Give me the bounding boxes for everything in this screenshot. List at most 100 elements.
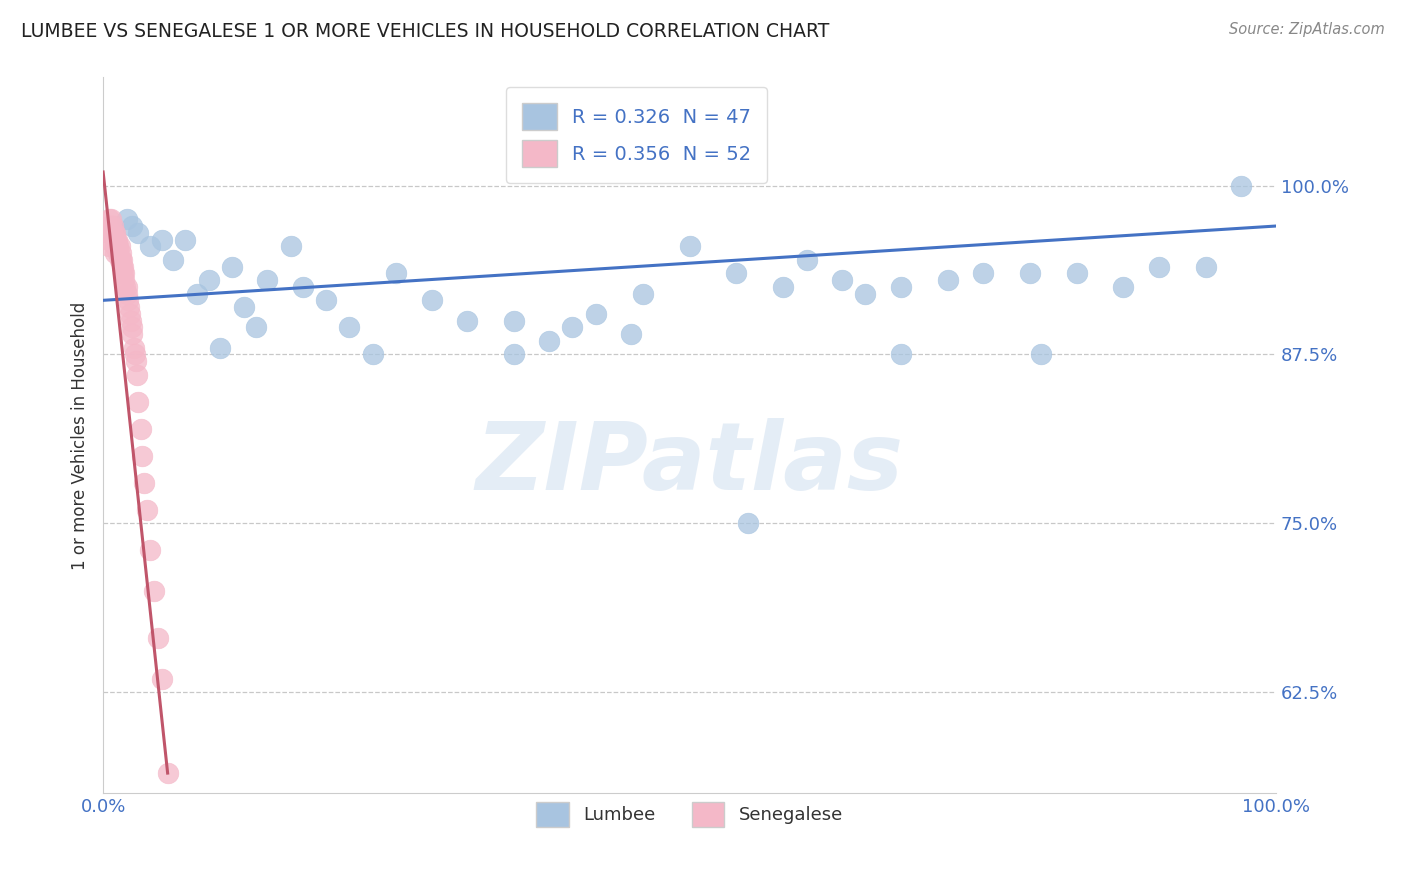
Point	[174, 233, 197, 247]
Point	[256, 273, 278, 287]
Point	[232, 300, 254, 314]
Point	[150, 672, 173, 686]
Point	[111, 252, 134, 267]
Point	[100, 212, 122, 227]
Point	[186, 286, 208, 301]
Point	[131, 449, 153, 463]
Point	[105, 239, 128, 253]
Point	[1018, 266, 1040, 280]
Point	[855, 286, 877, 301]
Point	[104, 226, 127, 240]
Point	[120, 307, 142, 321]
Point	[936, 273, 959, 287]
Point	[420, 293, 443, 308]
Point	[98, 239, 121, 253]
Point	[101, 219, 124, 233]
Point	[972, 266, 994, 280]
Point	[1031, 347, 1053, 361]
Point	[678, 239, 700, 253]
Point	[245, 320, 267, 334]
Point	[1194, 260, 1216, 274]
Point	[890, 280, 912, 294]
Point	[361, 347, 384, 361]
Point	[127, 226, 149, 240]
Point	[115, 286, 138, 301]
Point	[1066, 266, 1088, 280]
Point	[117, 293, 139, 308]
Point	[385, 266, 408, 280]
Point	[110, 246, 132, 260]
Point	[112, 266, 135, 280]
Point	[98, 212, 121, 227]
Point	[100, 219, 122, 233]
Point	[111, 260, 134, 274]
Y-axis label: 1 or more Vehicles in Household: 1 or more Vehicles in Household	[72, 301, 89, 569]
Point	[197, 273, 219, 287]
Point	[221, 260, 243, 274]
Point	[339, 320, 361, 334]
Point	[107, 239, 129, 253]
Point	[115, 212, 138, 227]
Point	[156, 766, 179, 780]
Point	[134, 475, 156, 490]
Point	[1147, 260, 1170, 274]
Point	[537, 334, 560, 348]
Point	[105, 239, 128, 253]
Point	[110, 252, 132, 267]
Point	[209, 341, 232, 355]
Point	[162, 252, 184, 267]
Point	[148, 631, 170, 645]
Point	[561, 320, 583, 334]
Legend: Lumbee, Senegalese: Lumbee, Senegalese	[529, 795, 851, 834]
Point	[124, 347, 146, 361]
Point	[772, 280, 794, 294]
Point	[104, 233, 127, 247]
Point	[315, 293, 337, 308]
Point	[139, 239, 162, 253]
Point	[127, 368, 149, 382]
Text: Source: ZipAtlas.com: Source: ZipAtlas.com	[1229, 22, 1385, 37]
Point	[585, 307, 607, 321]
Point	[121, 320, 143, 334]
Point	[125, 354, 148, 368]
Point	[114, 280, 136, 294]
Point	[456, 313, 478, 327]
Point	[108, 239, 131, 253]
Point	[831, 273, 853, 287]
Point	[135, 502, 157, 516]
Point	[142, 583, 165, 598]
Point	[121, 327, 143, 342]
Point	[620, 327, 643, 342]
Point	[98, 226, 121, 240]
Point	[122, 341, 145, 355]
Point	[796, 252, 818, 267]
Point	[1229, 178, 1251, 193]
Point	[502, 347, 524, 361]
Point	[280, 239, 302, 253]
Point	[120, 313, 142, 327]
Point	[103, 226, 125, 240]
Point	[105, 233, 128, 247]
Point	[104, 246, 127, 260]
Point	[150, 233, 173, 247]
Point	[1112, 280, 1135, 294]
Point	[98, 233, 121, 247]
Point	[139, 543, 162, 558]
Point	[112, 273, 135, 287]
Point	[112, 260, 135, 274]
Point	[98, 219, 121, 233]
Point	[890, 347, 912, 361]
Text: ZIPatlas: ZIPatlas	[475, 418, 904, 510]
Point	[115, 280, 138, 294]
Point	[631, 286, 654, 301]
Point	[291, 280, 314, 294]
Point	[107, 246, 129, 260]
Point	[108, 252, 131, 267]
Point	[129, 422, 152, 436]
Point	[112, 266, 135, 280]
Point	[737, 516, 759, 531]
Point	[725, 266, 748, 280]
Point	[121, 219, 143, 233]
Point	[118, 300, 141, 314]
Point	[127, 394, 149, 409]
